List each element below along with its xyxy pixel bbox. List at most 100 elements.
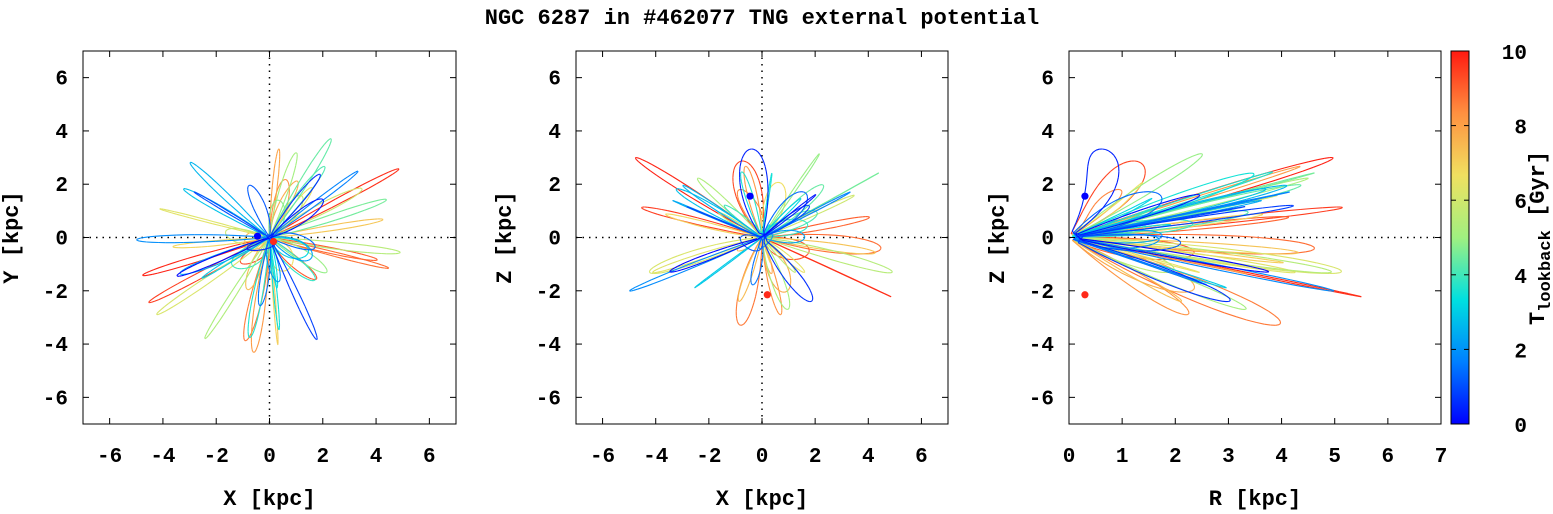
orbit-segment — [1140, 267, 1147, 271]
x-tick-label: 4 — [862, 446, 875, 469]
orbit-segment — [1235, 219, 1256, 223]
orbit-segment — [1314, 285, 1329, 290]
orbit-segment — [210, 207, 218, 212]
orbit-segment — [371, 265, 377, 268]
orbit-segment — [713, 248, 721, 253]
orbit-segment — [272, 245, 275, 247]
orbit-segment — [302, 242, 305, 245]
orbit-segment — [1146, 296, 1155, 302]
orbit-segment — [1097, 211, 1106, 218]
orbit-segment — [355, 170, 358, 173]
orbit-segment — [163, 302, 169, 308]
orbit-segment — [257, 272, 261, 277]
orbit-segment — [793, 271, 795, 273]
orbit-segment — [1269, 270, 1279, 273]
orbit-segment — [806, 209, 809, 212]
orbit-segment — [291, 155, 294, 159]
orbit-segment — [685, 190, 690, 193]
orbit-segment — [804, 210, 807, 214]
orbit-segment — [794, 206, 799, 211]
orbit-segment — [1341, 207, 1343, 209]
orbit-segment — [353, 171, 357, 174]
orbit-segment — [1182, 255, 1205, 260]
orbit-segment — [1292, 178, 1300, 182]
orbit-segment — [805, 193, 808, 196]
orbit-segment — [252, 330, 255, 334]
orbit-segment — [249, 287, 252, 290]
orbit-segment — [1140, 182, 1143, 184]
orbit-segment — [309, 277, 312, 280]
orbit-segment — [1263, 267, 1282, 271]
orbit-segment — [783, 209, 788, 213]
orbit-segment — [689, 207, 693, 210]
orbit-segment — [773, 243, 778, 247]
orbit-segment — [813, 185, 818, 188]
orbit-segment — [138, 237, 142, 240]
orbit-segment — [776, 296, 780, 301]
orbit-segment — [257, 227, 266, 235]
orbit-segment — [766, 266, 770, 273]
orbit-segment — [1127, 196, 1132, 201]
orbit-segment — [793, 213, 800, 218]
orbit-segment — [792, 266, 795, 269]
orbit-segment — [275, 300, 277, 308]
orbit-segment — [829, 226, 837, 229]
orbit-segment — [318, 214, 330, 220]
orbit-segment — [688, 190, 693, 195]
orbit-segment — [741, 155, 745, 159]
orbit-segment — [735, 220, 740, 224]
orbit-segment — [1132, 252, 1142, 257]
orbit-segment — [778, 313, 781, 316]
orbit-segment — [347, 242, 358, 245]
orbit-segment — [746, 201, 750, 208]
orbit-segment — [774, 286, 778, 290]
orbit-segment — [271, 246, 274, 251]
orbit-segment — [213, 269, 218, 274]
orbit-segment — [171, 212, 177, 215]
orbit-segment — [852, 195, 855, 197]
orbit-segment — [238, 252, 246, 258]
y-tick-label: -4 — [43, 335, 68, 358]
orbit-segment — [799, 274, 804, 280]
orbit-segment — [346, 189, 352, 193]
orbit-segment — [761, 191, 764, 198]
orbit-segment — [211, 317, 216, 324]
orbit-segment — [1153, 203, 1173, 211]
orbit-segment — [1154, 260, 1165, 265]
y-tick-label: 2 — [548, 175, 561, 198]
orbit-segment — [768, 183, 771, 187]
orbit-segment — [771, 237, 782, 240]
orbit-segment — [282, 219, 285, 223]
orbit-segment — [1316, 262, 1327, 266]
orbit-segment — [325, 267, 328, 270]
orbit-segment — [702, 259, 710, 264]
orbit-segment — [1201, 193, 1219, 200]
orbit-segment — [866, 259, 874, 264]
orbit-segment — [149, 235, 155, 238]
orbit-segment — [748, 206, 752, 213]
orbit-segment — [1300, 179, 1306, 183]
orbit-segment — [1278, 268, 1293, 271]
orbit-segment — [1128, 274, 1137, 280]
orbit-segment — [653, 264, 658, 268]
orbit-segment — [726, 204, 729, 207]
orbit-segment — [281, 231, 287, 235]
orbit-segment — [736, 227, 743, 231]
orbit-segment — [276, 151, 279, 154]
orbit-segment — [1265, 264, 1276, 268]
orbit-segment — [1196, 262, 1208, 266]
orbit-segment — [788, 297, 791, 302]
orbit-segment — [879, 246, 882, 249]
orbit-segment — [801, 255, 814, 262]
orbit-segment — [804, 205, 807, 207]
orbit-segment — [729, 213, 737, 220]
orbit-segment — [755, 279, 758, 282]
orbit-segment — [242, 242, 250, 247]
orbit-segment — [301, 273, 305, 276]
orbit-segment — [257, 310, 261, 317]
orbit-segment — [799, 199, 802, 201]
orbit-segment — [254, 296, 257, 305]
orbit-segment — [706, 276, 711, 280]
orbit-segment — [673, 200, 677, 203]
orbit-segment — [724, 206, 727, 209]
